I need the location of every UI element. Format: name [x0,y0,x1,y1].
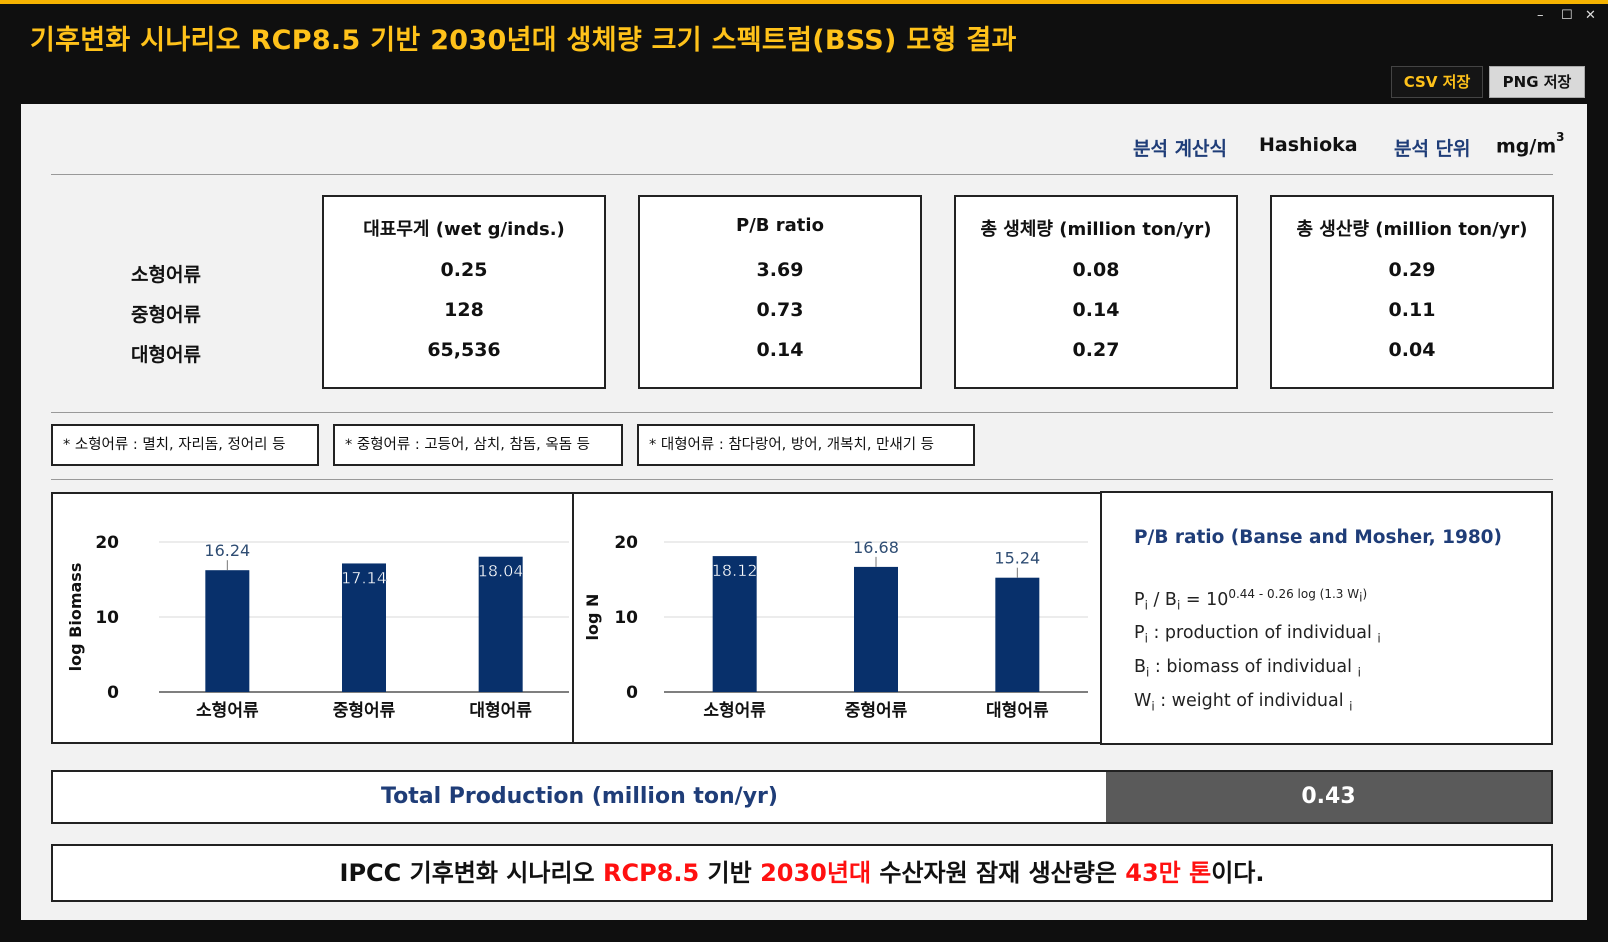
divider [51,412,1553,413]
cell-value: 65,536 [427,339,501,361]
cell-value: 0.04 [1388,339,1436,361]
summary-statement: IPCC 기후변화 시나리오 RCP8.5 기반 2030년대 수산자원 잠재 … [51,844,1553,902]
y-tick-label: 20 [95,533,119,553]
weight-column: 대표무게 (wet g/inds.) 0.25 128 65,536 [322,195,606,389]
column-header: P/B ratio [736,215,824,236]
production-column: 총 생산량 (million ton/yr) 0.29 0.11 0.04 [1270,195,1554,389]
cell-value: 0.29 [1388,259,1436,281]
cell-value: 0.27 [1072,339,1120,361]
x-tick-label: 대형어류 [986,700,1049,721]
divider [51,174,1553,175]
biomass-chart-svg: 0 10 20 log Biomass 16.24 소형어류 17.14 중형어류 18.04 대… [66,533,569,721]
row-label-small: 소형어류 [131,264,201,286]
close-icon[interactable]: ✕ [1585,8,1596,23]
data-label: 16.68 [853,538,899,557]
title-accent-bar [0,0,1608,4]
biomass-definition: Bi : biomass of individual i [1134,657,1361,680]
abundance-chart: 0 10 20 log N 18.12 소형어류 16.68 중형어류 15.24 대형어류 [572,492,1102,744]
production-definition: Pi : production of individual i [1134,623,1381,646]
bar [205,570,250,692]
window-title: 기후변화 시나리오 RCP8.5 기반 2030년대 생체량 크기 스펙트럼(B… [30,25,1017,56]
x-tick-label: 중형어류 [845,700,908,721]
data-label: 18.04 [478,562,524,581]
pb-equation: Pi / Bi = 100.44 - 0.26 log (1.3 Wi) [1134,587,1368,613]
unit-value: mg/m3 [1496,130,1565,158]
minimize-icon[interactable]: – [1537,8,1544,23]
total-production-label: Total Production (million ton/yr) [381,784,778,809]
total-production-bar: Total Production (million ton/yr) 0.43 [51,770,1553,824]
y-axis-title: log Biomass [66,563,85,672]
cell-value: 0.25 [440,259,488,281]
bar [854,566,898,692]
note-medium-fish: * 중형어류 : 고등어, 삼치, 참돔, 옥돔 등 [333,424,623,466]
biomass-chart: 0 10 20 log Biomass 16.24 소형어류 17.14 중형어류 18.04 대… [51,492,574,744]
formula-panel: P/B ratio (Banse and Mosher, 1980) Pi / … [1100,491,1553,745]
bar [712,556,757,692]
data-label: 17.14 [341,568,387,587]
cell-value: 0.73 [756,299,804,321]
formula-value: Hashioka [1259,134,1358,156]
cell-value: 0.14 [756,339,804,361]
data-label: 16.24 [204,541,250,560]
biomass-column: 총 생체량 (million ton/yr) 0.08 0.14 0.27 [954,195,1238,389]
pb-ratio-column: P/B ratio 3.69 0.73 0.14 [638,195,922,389]
column-header: 총 생산량 (million ton/yr) [1296,219,1528,240]
column-header: 총 생체량 (million ton/yr) [980,219,1212,240]
total-production-value: 0.43 [1106,772,1551,822]
y-tick-label: 10 [95,608,119,628]
y-tick-label: 10 [614,608,638,628]
csv-save-button[interactable]: CSV 저장 [1391,66,1483,98]
png-save-button[interactable]: PNG 저장 [1489,66,1585,98]
y-axis-title: log N [583,594,602,641]
row-label-medium: 중형어류 [131,304,201,326]
divider [51,479,1553,480]
formula-title: P/B ratio (Banse and Mosher, 1980) [1134,527,1503,548]
cell-value: 3.69 [756,259,804,281]
results-panel: 분석 계산식 Hashioka 분석 단위 mg/m3 소형어류 중형어류 대형… [21,104,1587,920]
column-header: 대표무게 (wet g/inds.) [363,219,565,240]
maximize-icon[interactable]: ☐ [1561,8,1573,23]
formula-label: 분석 계산식 [1133,138,1228,160]
cell-value: 0.14 [1072,299,1120,321]
abundance-chart-svg: 0 10 20 log N 18.12 소형어류 16.68 중형어류 15.24 대형어류 [583,533,1088,721]
y-tick-label: 0 [107,683,119,703]
cell-value: 0.11 [1388,299,1436,321]
cell-value: 0.08 [1072,259,1120,281]
y-tick-label: 0 [626,683,638,703]
y-tick-label: 20 [614,533,638,553]
unit-label: 분석 단위 [1394,138,1471,160]
note-small-fish: * 소형어류 : 멸치, 자리돔, 정어리 등 [51,424,319,466]
note-large-fish: * 대형어류 : 참다랑어, 방어, 개복치, 만새기 등 [637,424,975,466]
row-label-large: 대형어류 [131,344,201,366]
data-label: 15.24 [994,549,1040,568]
cell-value: 128 [444,299,484,321]
data-label: 18.12 [712,561,758,580]
x-tick-label: 대형어류 [469,700,532,721]
bar [478,556,523,692]
x-tick-label: 중형어류 [333,700,396,721]
bar [995,577,1040,692]
bar [342,563,386,692]
weight-definition: Wi : weight of individual i [1134,691,1353,714]
x-tick-label: 소형어류 [703,700,766,721]
x-tick-label: 소형어류 [196,700,259,721]
